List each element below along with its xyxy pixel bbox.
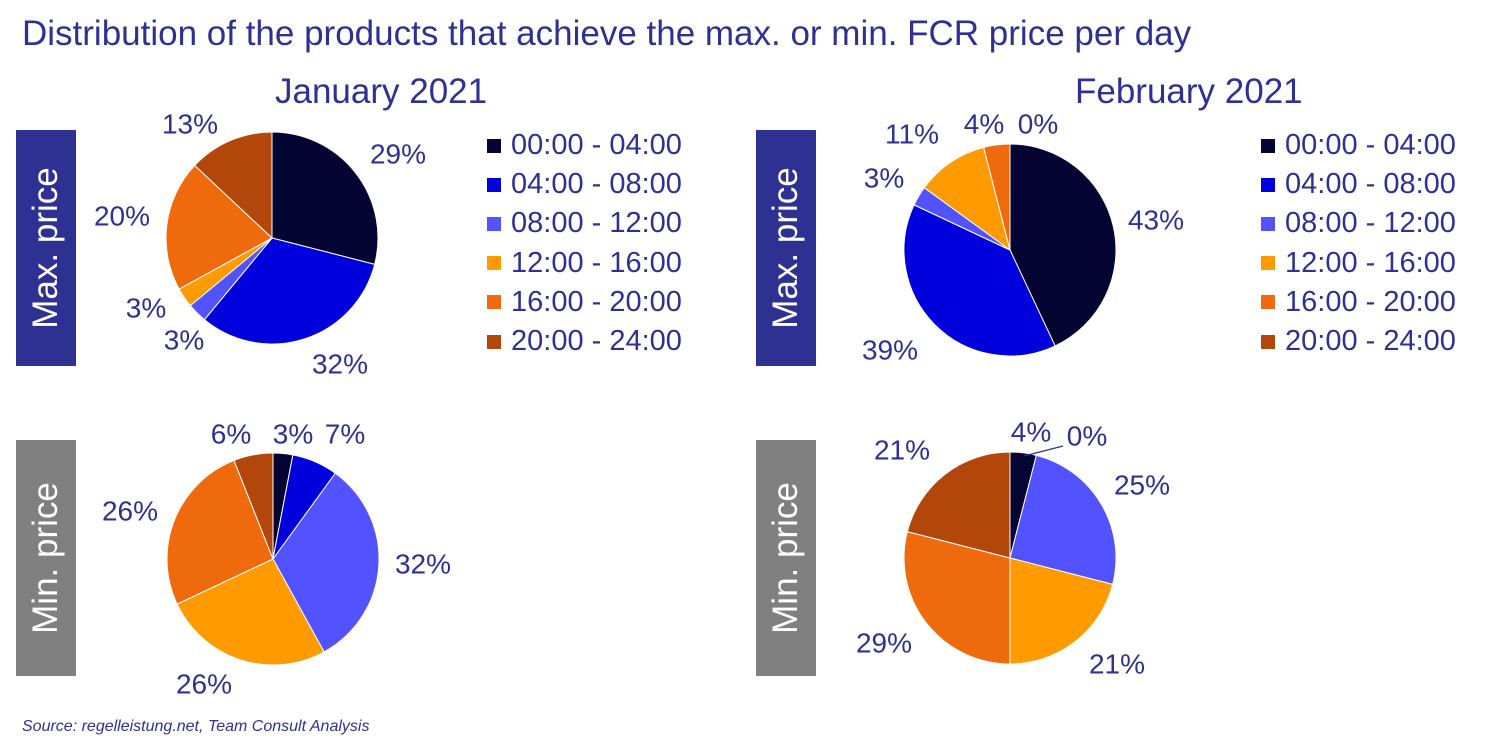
legend-label: 04:00 - 08:00 bbox=[1285, 168, 1456, 201]
slice-label: 4% bbox=[964, 108, 1004, 139]
legend-item: 00:00 - 04:00 bbox=[487, 126, 682, 165]
legend-item: 12:00 - 16:00 bbox=[1261, 244, 1456, 283]
chart-title: Distribution of the products that achiev… bbox=[22, 14, 1192, 53]
slice-label: 4% bbox=[1011, 416, 1051, 447]
slice-label: 0% bbox=[1018, 108, 1058, 139]
slice-label: 11% bbox=[885, 118, 939, 149]
pie-slice bbox=[903, 204, 1056, 357]
pie-slice bbox=[194, 131, 273, 240]
slice-label: 0% bbox=[1067, 420, 1107, 451]
legend-swatch bbox=[487, 177, 501, 192]
slice-label: 32% bbox=[312, 348, 368, 379]
pie-slice bbox=[272, 472, 380, 653]
legend-label: 00:00 - 04:00 bbox=[1285, 129, 1456, 162]
legend-swatch bbox=[1261, 138, 1275, 153]
pie-slice bbox=[203, 237, 376, 345]
legend-swatch bbox=[487, 256, 501, 271]
legend-label: 00:00 - 04:00 bbox=[511, 129, 682, 162]
pie-slice bbox=[923, 146, 1011, 252]
pie-slice bbox=[176, 558, 325, 666]
leader-line bbox=[1023, 445, 1064, 457]
legend-label: 08:00 - 12:00 bbox=[511, 207, 682, 240]
legend-swatch bbox=[1261, 216, 1275, 231]
slice-label: 6% bbox=[211, 418, 251, 449]
legend-item: 16:00 - 20:00 bbox=[487, 283, 682, 322]
slice-label: 3% bbox=[126, 292, 166, 323]
legend-label: 20:00 - 24:00 bbox=[1285, 325, 1456, 358]
pie-slice bbox=[906, 451, 1011, 559]
pie-chart: 3% 7% 32% 26% 26% 6% bbox=[102, 418, 451, 699]
pie-slice bbox=[983, 143, 1011, 251]
slice-label: 3% bbox=[273, 418, 313, 449]
legend-january: 00:00 - 04:00 04:00 - 08:00 08:00 - 12:0… bbox=[487, 126, 682, 361]
slice-label: 29% bbox=[370, 138, 426, 169]
legend-item: 04:00 - 08:00 bbox=[487, 165, 682, 204]
legend-label: 08:00 - 12:00 bbox=[1285, 207, 1456, 240]
slice-label: 32% bbox=[395, 548, 451, 579]
legend-swatch bbox=[1261, 334, 1275, 349]
slice-label: 39% bbox=[862, 334, 918, 365]
row-label-max-february: Max. price bbox=[756, 130, 816, 366]
row-label-max-january: Max. price bbox=[16, 130, 76, 366]
pie-chart: 43% 39% 3% 11% 4% 0% bbox=[862, 108, 1184, 365]
legend-label: 12:00 - 16:00 bbox=[1285, 246, 1456, 279]
legend-february: 00:00 - 04:00 04:00 - 08:00 08:00 - 12:0… bbox=[1261, 126, 1456, 361]
pie-slice bbox=[165, 164, 273, 290]
slice-label: 29% bbox=[856, 627, 912, 658]
pie-slice bbox=[903, 531, 1011, 665]
legend-swatch bbox=[487, 334, 501, 349]
legend-swatch bbox=[487, 295, 501, 310]
slice-label: 3% bbox=[164, 324, 204, 355]
legend-swatch bbox=[1261, 256, 1275, 271]
legend-label: 16:00 - 20:00 bbox=[1285, 285, 1456, 318]
slice-label: 25% bbox=[1114, 469, 1170, 500]
pie-chart: 29% 32% 3%3% 20% 13% bbox=[94, 108, 426, 379]
slice-label: 43% bbox=[1128, 204, 1184, 235]
slice-label: 26% bbox=[102, 495, 158, 526]
legend-swatch bbox=[1261, 295, 1275, 310]
source-note: Source: regelleistung.net, Team Consult … bbox=[22, 718, 370, 735]
pie-slice bbox=[233, 452, 274, 560]
legend-label: 12:00 - 16:00 bbox=[511, 246, 682, 279]
slice-label: 26% bbox=[176, 668, 232, 699]
pie-slice bbox=[1009, 454, 1117, 585]
legend-item: 08:00 - 12:00 bbox=[1261, 204, 1456, 243]
legend-item: 16:00 - 20:00 bbox=[1261, 283, 1456, 322]
slice-label: 20% bbox=[94, 200, 150, 231]
legend-label: 04:00 - 08:00 bbox=[511, 168, 682, 201]
pie-slice bbox=[166, 459, 274, 605]
pie-chart: 4% 0%25% 21% 29% 21% bbox=[856, 416, 1170, 679]
month-title-january: January 2021 bbox=[275, 72, 488, 111]
slice-label: 21% bbox=[1089, 648, 1145, 679]
slice-label: 7% bbox=[325, 418, 365, 449]
legend-item: 08:00 - 12:00 bbox=[487, 204, 682, 243]
legend-swatch bbox=[487, 138, 501, 153]
legend-item: 20:00 - 24:00 bbox=[487, 322, 682, 361]
legend-swatch bbox=[487, 216, 501, 231]
legend-item: 04:00 - 08:00 bbox=[1261, 165, 1456, 204]
legend-item: 20:00 - 24:00 bbox=[1261, 322, 1456, 361]
legend-item: 12:00 - 16:00 bbox=[487, 244, 682, 283]
slice-label: 13% bbox=[162, 108, 218, 139]
slice-label: 21% bbox=[874, 434, 930, 465]
legend-item: 00:00 - 04:00 bbox=[1261, 126, 1456, 165]
pie-slice bbox=[1009, 143, 1117, 347]
legend-label: 16:00 - 20:00 bbox=[511, 285, 682, 318]
month-title-february: February 2021 bbox=[1075, 72, 1303, 111]
pie-slice bbox=[1009, 557, 1114, 665]
slice-label: 3% bbox=[864, 162, 904, 193]
row-label-min-january: Min. price bbox=[16, 440, 76, 676]
legend-label: 20:00 - 24:00 bbox=[511, 325, 682, 358]
pie-slice bbox=[271, 131, 379, 265]
row-label-min-february: Min. price bbox=[756, 440, 816, 676]
legend-swatch bbox=[1261, 177, 1275, 192]
